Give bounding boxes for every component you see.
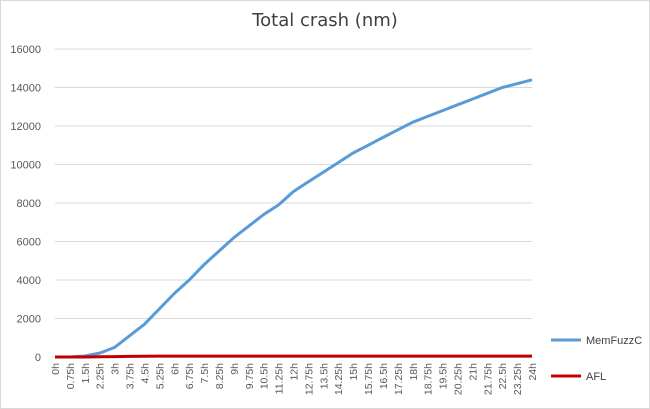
x-tick-label: 10.5h bbox=[259, 363, 271, 389]
x-tick-label: 9h bbox=[229, 363, 241, 375]
x-tick-label: 3.75h bbox=[125, 363, 137, 389]
x-tick-label: 12.75h bbox=[303, 363, 315, 395]
x-tick-label: 2.25h bbox=[95, 363, 107, 389]
x-tick-label: 1.5h bbox=[80, 363, 92, 384]
x-tick-label: 24h bbox=[527, 363, 539, 381]
series-line-afl bbox=[55, 354, 532, 359]
x-tick-label: 23.25h bbox=[512, 363, 524, 395]
x-tick-label: 18.75h bbox=[423, 363, 435, 395]
y-tick-label: 8000 bbox=[17, 198, 41, 210]
x-tick-label: 3h bbox=[110, 363, 122, 375]
legend-label-memfuzzc: MemFuzzC bbox=[586, 335, 642, 347]
y-tick-label: 4000 bbox=[17, 275, 41, 287]
x-tick-label: 18h bbox=[408, 363, 420, 381]
x-tick-label: 9.75h bbox=[244, 363, 256, 389]
x-tick-label: 19.5h bbox=[438, 363, 450, 389]
x-tick-label: 0h bbox=[50, 363, 62, 375]
x-tick-label: 12h bbox=[289, 363, 301, 381]
legend-label-afl: AFL bbox=[586, 371, 606, 383]
x-tick-label: 15h bbox=[348, 363, 360, 381]
y-tick-label: 2000 bbox=[17, 314, 41, 326]
x-tick-label: 8.25h bbox=[214, 363, 226, 389]
y-tick-label: 16000 bbox=[10, 44, 41, 56]
y-axis-ticks: 0 2000 4000 6000 8000 10000 12000 14000 16000 bbox=[10, 44, 41, 364]
legend: MemFuzzC AFL bbox=[551, 335, 642, 383]
x-tick-label: 13.5h bbox=[318, 363, 330, 389]
y-tick-label: 10000 bbox=[10, 160, 41, 172]
y-tick-label: 12000 bbox=[10, 121, 41, 133]
x-tick-label: 21h bbox=[467, 363, 479, 381]
x-tick-label: 5.25h bbox=[154, 363, 166, 389]
series-line-memfuzzc bbox=[55, 78, 533, 359]
x-tick-label: 7.5h bbox=[199, 363, 211, 384]
y-tick-label: 6000 bbox=[17, 237, 41, 249]
x-tick-label: 17.25h bbox=[393, 363, 405, 395]
x-tick-label: 21.75h bbox=[482, 363, 494, 395]
x-axis-ticks: 0h 0.75h 1.5h 2.25h 3h 3.75h 4.5h 5.25h 6h 6.75h 7… bbox=[50, 363, 539, 395]
x-tick-label: 14.25h bbox=[333, 363, 345, 395]
x-tick-label: 4.5h bbox=[139, 363, 151, 384]
x-tick-label: 16.5h bbox=[378, 363, 390, 389]
x-tick-label: 0.75h bbox=[65, 363, 77, 389]
x-tick-label: 20.25h bbox=[452, 363, 464, 395]
series-lines bbox=[55, 78, 533, 359]
chart-title: Total crash (nm) bbox=[252, 10, 398, 31]
gridlines bbox=[55, 48, 532, 358]
x-tick-label: 11.25h bbox=[274, 363, 286, 394]
y-tick-label: 14000 bbox=[10, 83, 41, 95]
x-tick-label: 6.75h bbox=[184, 363, 196, 389]
x-tick-label: 15.75h bbox=[363, 363, 375, 395]
x-tick-label: 6h bbox=[169, 363, 181, 375]
x-tick-label: 22.5h bbox=[497, 363, 509, 389]
y-tick-label: 0 bbox=[35, 352, 41, 364]
